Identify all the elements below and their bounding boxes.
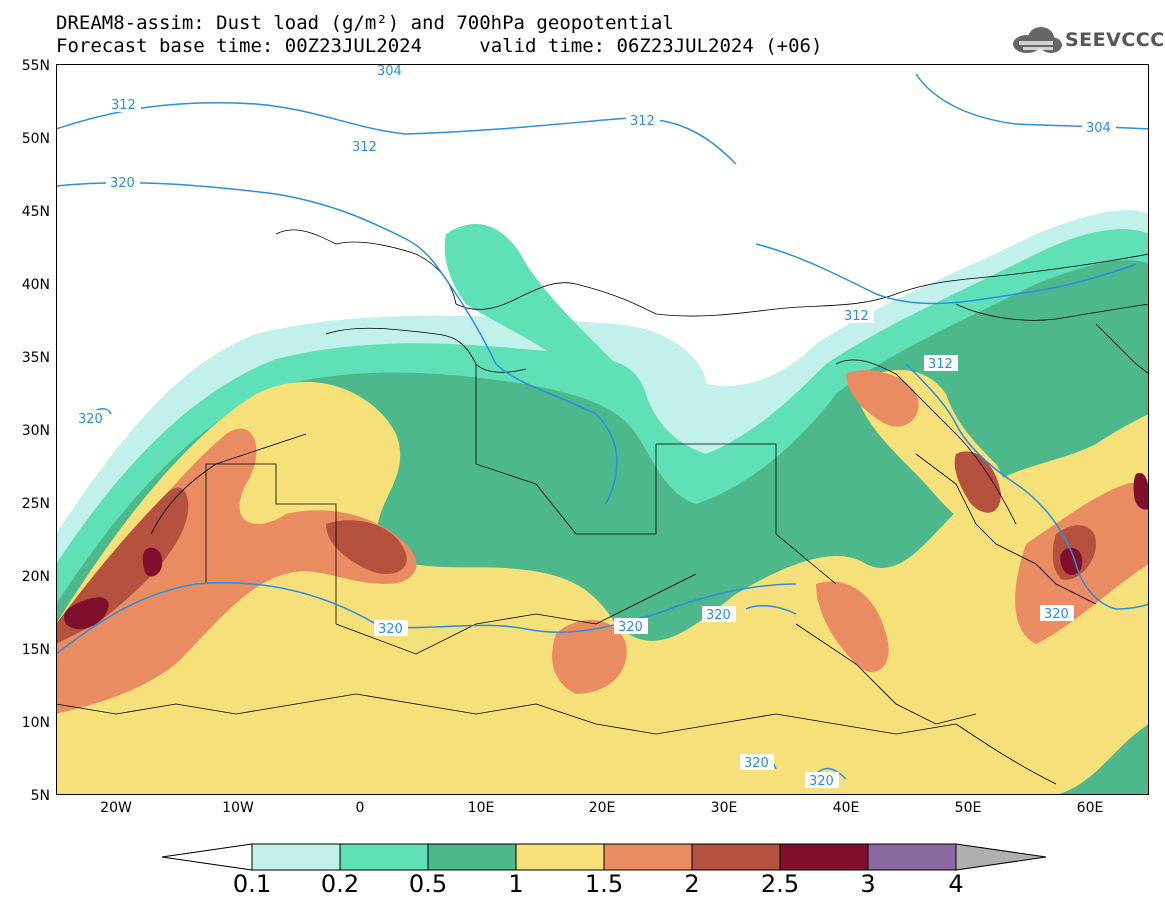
contour-label: 312 xyxy=(352,140,377,155)
lat-label-45n: 45N xyxy=(21,204,50,220)
colorbar-label: 2.5 xyxy=(760,870,800,898)
map-area: 304 312 312 312 304 320 312 312 320 320 … xyxy=(56,64,1149,795)
lon-label-20w: 20W xyxy=(100,800,132,816)
map-title: DREAM8-assim: Dust load (g/m²) and 700hP… xyxy=(56,12,674,34)
logo-text: SEEVCCC xyxy=(1065,29,1165,51)
colorbar-label: 0.1 xyxy=(232,870,272,898)
lon-label-0: 0 xyxy=(355,800,365,816)
dust-level-2-5-b xyxy=(142,547,163,577)
contour-label: 320 xyxy=(744,756,769,771)
dust-level-1-5-d xyxy=(846,370,919,427)
colorbar xyxy=(161,843,1047,871)
lat-label-5n: 5N xyxy=(30,788,50,804)
contour-label: 304 xyxy=(1086,121,1111,136)
country-borders xyxy=(56,229,1149,785)
lat-label-50n: 50N xyxy=(21,131,50,147)
lon-label-50e: 50E xyxy=(954,800,982,816)
dust-level-1 xyxy=(56,381,1149,795)
contour-label: 312 xyxy=(928,357,953,372)
colorbar-label: 1.5 xyxy=(584,870,624,898)
dust-level-1-5-c xyxy=(816,581,889,673)
contour-label: 312 xyxy=(111,98,136,113)
colorbar-segment-0-2 xyxy=(339,843,429,871)
dust-level-2-5-d xyxy=(1133,473,1149,510)
colorbar-segment-2 xyxy=(691,843,781,871)
colorbar-label: 0.2 xyxy=(320,870,360,898)
contour-label: 312 xyxy=(630,114,655,129)
contour-label: 320 xyxy=(1044,607,1069,622)
colorbar-segment-3 xyxy=(867,843,957,871)
map-border xyxy=(56,64,1149,795)
forecast-time-line: Forecast base time: 00Z23JUL2024 valid t… xyxy=(56,36,822,56)
colorbar-segment-1 xyxy=(515,843,605,871)
contour-label: 320 xyxy=(110,176,135,191)
dust-level-1-5 xyxy=(56,428,417,714)
colorbar-label: 3 xyxy=(860,870,876,898)
dust-map: 304 312 312 312 304 320 312 312 320 320 … xyxy=(56,64,1149,795)
lon-label-30e: 30E xyxy=(710,800,738,816)
contour-label: 320 xyxy=(378,622,403,637)
dust-level-2-b xyxy=(326,520,407,574)
contour-label: 320 xyxy=(706,608,731,623)
lat-label-30n: 30N xyxy=(21,423,50,439)
colorbar-segment-0-1 xyxy=(251,843,341,871)
colorbar-segment-1-5 xyxy=(603,843,693,871)
cloud-icon xyxy=(1013,27,1062,53)
dust-fields xyxy=(56,210,1149,795)
lat-label-40n: 40N xyxy=(21,277,50,293)
colorbar-segment-0-5 xyxy=(427,843,517,871)
colorbar-label: 2 xyxy=(684,870,700,898)
dust-level-1-5-b xyxy=(552,620,627,694)
lon-label-40e: 40E xyxy=(832,800,860,816)
lon-label-10w: 10W xyxy=(222,800,254,816)
lon-label-60e: 60E xyxy=(1076,800,1104,816)
contour-label: 320 xyxy=(78,412,103,427)
contour-label: 312 xyxy=(844,309,869,324)
contour-label: 304 xyxy=(377,64,402,79)
seevccc-logo: SEEVCCC xyxy=(1011,24,1164,60)
contour-label: 320 xyxy=(809,774,834,789)
lon-label-10e: 10E xyxy=(467,800,495,816)
dust-level-0-2-italy xyxy=(444,224,641,407)
contour-label: 320 xyxy=(618,620,643,635)
valid-time: valid time: 06Z23JUL2024 (+06) xyxy=(479,35,823,57)
colorbar-segment-2-5 xyxy=(779,843,869,871)
colorbar-lower-triangle xyxy=(161,843,253,871)
lat-label-20n: 20N xyxy=(21,569,50,585)
lat-label-35n: 35N xyxy=(21,350,50,366)
colorbar-label: 4 xyxy=(948,870,964,898)
lat-label-25n: 25N xyxy=(21,496,50,512)
colorbar-label: 0.5 xyxy=(408,870,448,898)
lat-label-10n: 10N xyxy=(21,715,50,731)
base-time: Forecast base time: 00Z23JUL2024 xyxy=(56,35,423,57)
colorbar-label: 1 xyxy=(508,870,524,898)
colorbar-upper-triangle xyxy=(955,843,1047,871)
lat-label-55n: 55N xyxy=(21,58,50,74)
dust-level-2-5 xyxy=(64,597,109,630)
contour-labels: 304 312 312 312 304 320 312 312 320 320 … xyxy=(74,64,1116,789)
lon-label-20e: 20E xyxy=(588,800,616,816)
lat-label-15n: 15N xyxy=(21,642,50,658)
dust-level-2-c xyxy=(954,451,1001,513)
